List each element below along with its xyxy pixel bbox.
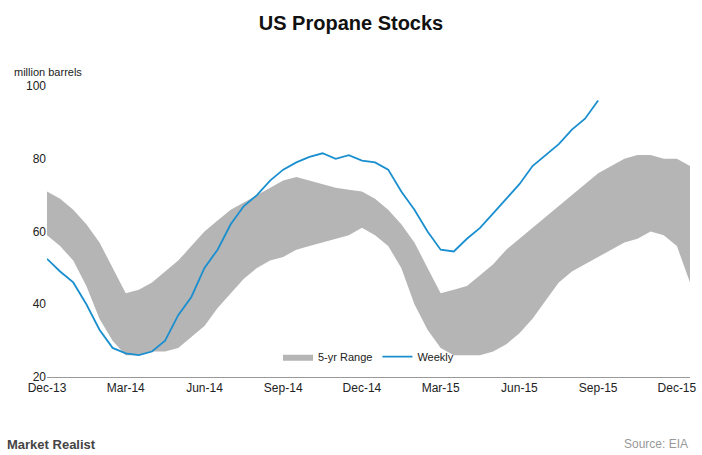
svg-text:Dec-14: Dec-14 [343,381,382,395]
svg-text:Jun-15: Jun-15 [501,381,538,395]
svg-text:Mar-14: Mar-14 [107,381,145,395]
svg-text:Jun-14: Jun-14 [186,381,223,395]
svg-text:5-yr Range: 5-yr Range [318,351,372,363]
svg-text:Mar-15: Mar-15 [422,381,460,395]
svg-text:20: 20 [33,370,47,384]
svg-text:Sep-15: Sep-15 [579,381,618,395]
svg-text:40: 40 [33,297,47,311]
svg-text:Market Realist: Market Realist [7,437,96,452]
svg-text:Source: EIA: Source: EIA [624,437,688,451]
svg-text:Weekly: Weekly [417,351,453,363]
svg-text:Sep-14: Sep-14 [264,381,303,395]
svg-text:100: 100 [26,79,46,93]
svg-text:million barrels: million barrels [14,66,82,78]
svg-text:US Propane Stocks: US Propane Stocks [259,12,444,34]
svg-text:80: 80 [33,152,47,166]
svg-text:60: 60 [33,225,47,239]
svg-text:Dec-15: Dec-15 [658,381,697,395]
svg-text:Dec-13: Dec-13 [28,381,67,395]
